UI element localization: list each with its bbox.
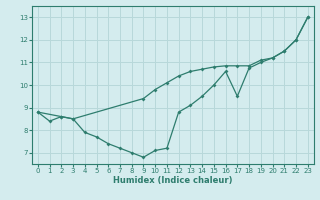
X-axis label: Humidex (Indice chaleur): Humidex (Indice chaleur) — [113, 176, 233, 185]
